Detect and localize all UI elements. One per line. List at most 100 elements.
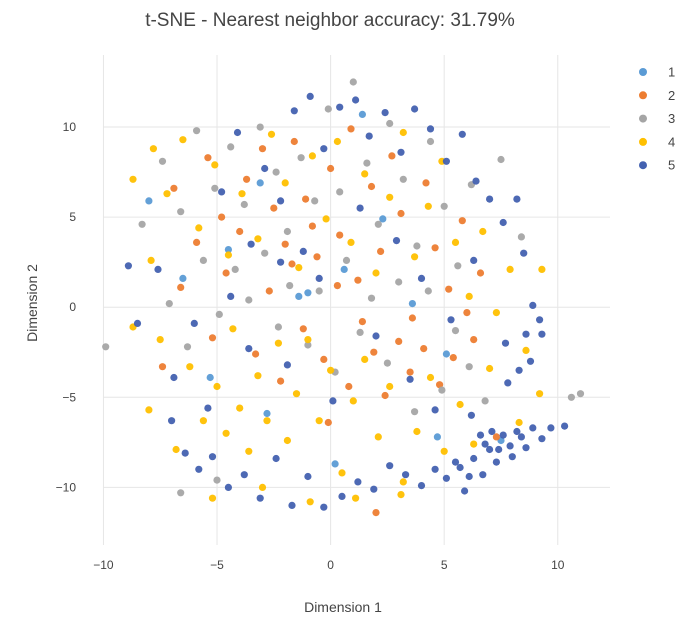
data-point <box>479 227 487 236</box>
data-point <box>349 397 357 405</box>
y-tick-label: −5 <box>62 390 76 404</box>
data-point <box>245 345 253 353</box>
data-point <box>190 319 198 327</box>
data-point <box>399 128 407 137</box>
data-point <box>165 300 173 308</box>
data-point <box>431 406 439 414</box>
data-point <box>522 330 530 338</box>
data-point <box>479 471 487 479</box>
data-point <box>193 238 201 246</box>
data-point <box>349 78 357 86</box>
data-point <box>208 453 217 461</box>
data-point <box>347 238 355 246</box>
data-point <box>170 184 178 192</box>
data-point <box>222 269 230 277</box>
data-point <box>281 240 289 248</box>
data-point <box>240 471 248 479</box>
data-point <box>354 478 362 486</box>
data-point <box>320 355 328 363</box>
data-point <box>547 424 555 432</box>
legend-label: 3 <box>668 111 675 126</box>
legend-item-5[interactable]: 5 <box>639 158 675 173</box>
data-point <box>445 285 453 293</box>
data-point <box>208 494 217 502</box>
data-point <box>193 127 201 135</box>
y-axis-label: Dimension 2 <box>24 264 40 342</box>
data-point <box>465 292 473 300</box>
data-point <box>283 227 291 236</box>
data-point <box>138 220 146 228</box>
data-point <box>245 447 253 455</box>
data-point <box>567 393 576 401</box>
data-point <box>388 152 396 160</box>
data-point <box>102 343 110 351</box>
data-point <box>476 269 485 277</box>
data-point <box>408 314 416 322</box>
data-point <box>329 397 337 405</box>
data-point <box>536 316 544 324</box>
data-point <box>247 240 255 248</box>
legend-label: 4 <box>668 134 675 149</box>
data-point <box>486 445 494 454</box>
data-point <box>392 237 401 245</box>
data-point <box>177 208 185 216</box>
chart-title: t-SNE - Nearest neighbor accuracy: 31.79… <box>145 10 515 31</box>
data-point <box>413 242 421 250</box>
data-point <box>204 404 212 412</box>
data-point <box>426 373 435 382</box>
data-point <box>206 373 214 382</box>
data-point <box>258 145 267 153</box>
data-point <box>163 190 171 198</box>
data-point <box>288 501 296 509</box>
data-point <box>227 143 235 151</box>
data-point <box>529 424 537 432</box>
data-point <box>470 440 478 448</box>
data-point <box>327 164 335 173</box>
data-point <box>263 409 271 418</box>
data-point <box>179 274 187 282</box>
data-point <box>413 427 421 436</box>
data-point <box>561 422 569 430</box>
data-point <box>213 476 221 484</box>
data-point <box>395 278 403 286</box>
data-point <box>215 310 223 318</box>
data-point <box>361 170 369 178</box>
series-1-points <box>145 110 505 468</box>
legend-item-1[interactable]: 1 <box>639 65 675 80</box>
data-point <box>288 260 296 268</box>
data-point <box>170 373 178 382</box>
data-point <box>538 265 546 273</box>
legend-item-4[interactable]: 4 <box>639 134 675 149</box>
data-point <box>476 431 485 439</box>
data-point <box>218 213 226 221</box>
data-point <box>499 431 507 439</box>
data-point <box>488 427 496 436</box>
data-point <box>145 406 153 414</box>
data-point <box>492 433 500 441</box>
data-point <box>315 274 323 282</box>
data-point <box>506 442 514 450</box>
x-axis-ticks: −10 −5 0 5 10 <box>93 558 564 572</box>
x-tick-label: −10 <box>93 558 114 572</box>
data-point <box>520 249 528 257</box>
data-point <box>431 465 439 473</box>
data-point <box>499 218 507 227</box>
data-point <box>458 130 466 138</box>
data-point <box>177 489 185 497</box>
data-point <box>286 282 294 290</box>
series-5-points <box>124 92 569 511</box>
legend-label: 2 <box>668 88 675 103</box>
data-point <box>397 491 405 499</box>
data-point <box>486 364 494 373</box>
legend[interactable]: 1 2 3 4 5 <box>639 65 675 173</box>
data-point <box>245 296 253 304</box>
data-point <box>211 184 219 192</box>
data-point <box>308 222 316 230</box>
data-point <box>381 391 389 400</box>
data-point <box>218 188 226 196</box>
legend-item-3[interactable]: 3 <box>639 111 675 126</box>
y-tick-label: 10 <box>63 120 77 134</box>
legend-item-2[interactable]: 2 <box>639 88 675 103</box>
data-point <box>295 264 303 272</box>
data-point <box>258 483 267 491</box>
